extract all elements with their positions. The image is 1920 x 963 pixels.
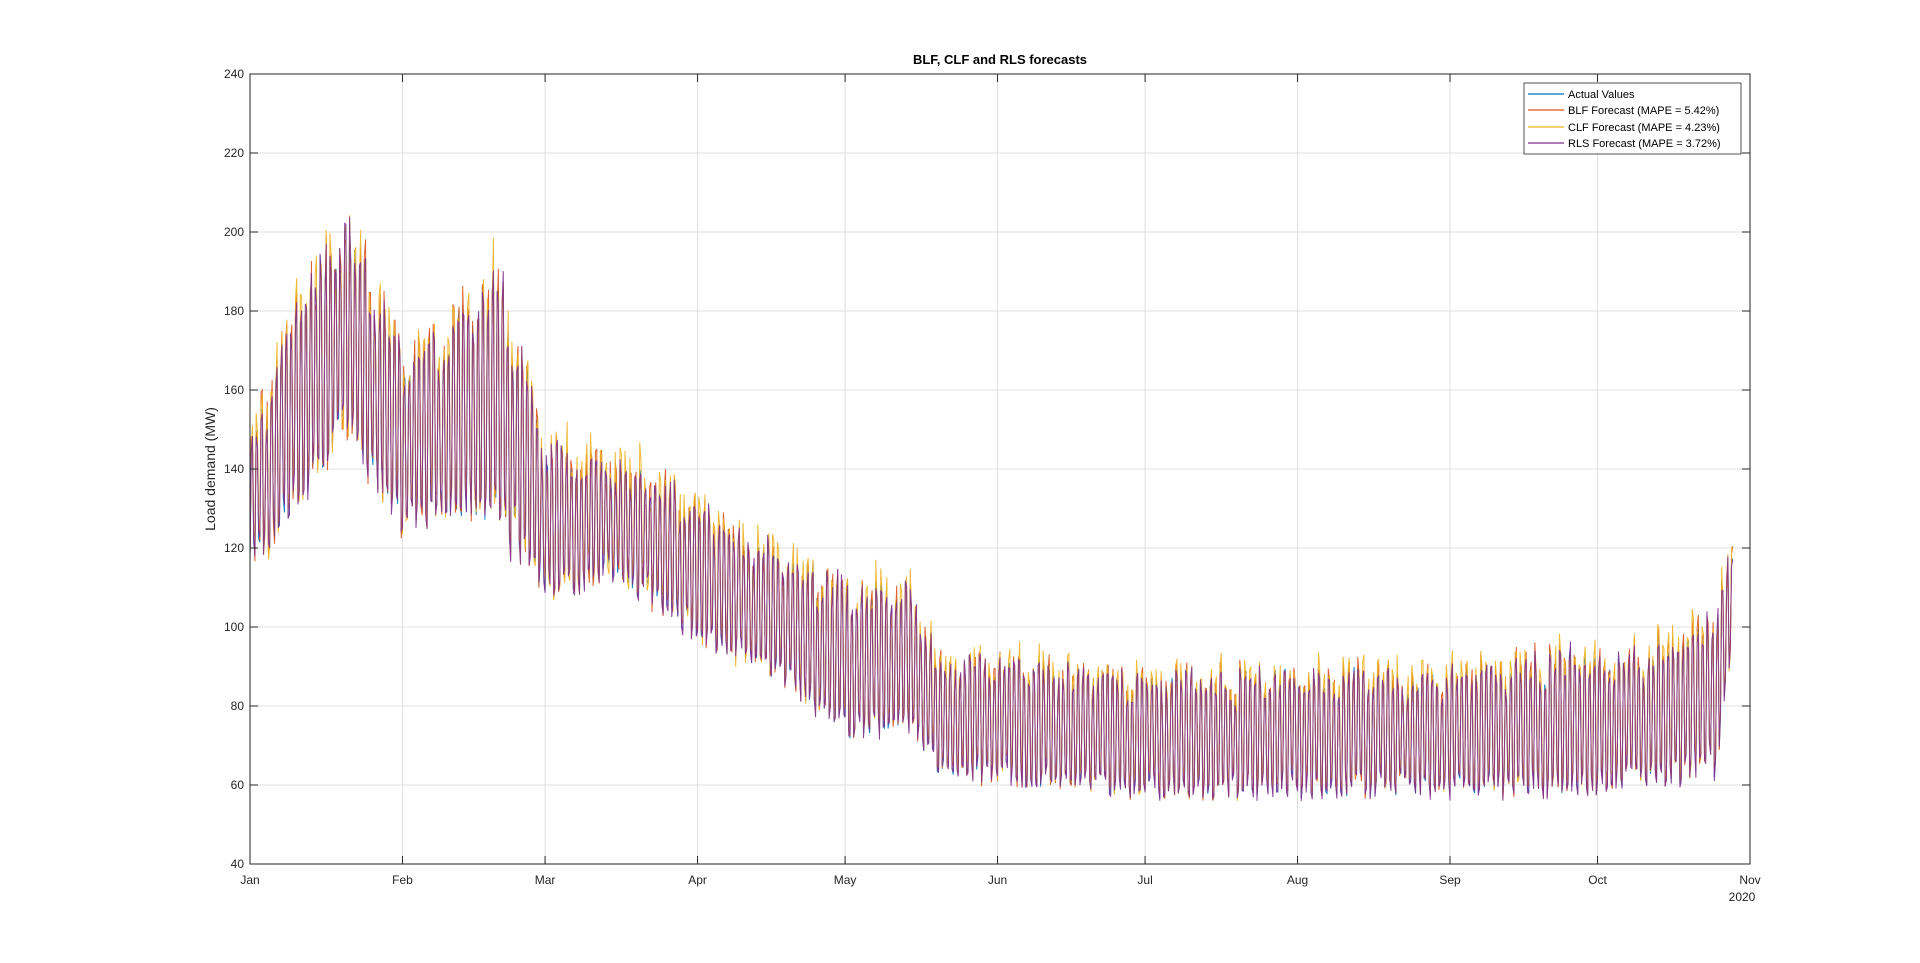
x-tick-label: Aug: [1287, 873, 1308, 887]
y-tick-label: 40: [231, 857, 245, 871]
series-line-3: [249, 216, 1734, 802]
x-tick-label: Jul: [1137, 873, 1152, 887]
chart-title: BLF, CLF and RLS forecasts: [913, 52, 1087, 67]
y-tick-label: 120: [224, 541, 244, 555]
y-axis-label: Load demand (MW): [202, 407, 218, 531]
y-tick-label: 140: [224, 462, 244, 476]
x-tick-label: Apr: [688, 873, 707, 887]
y-tick-label: 240: [224, 67, 244, 81]
x-tick-label: Nov: [1739, 873, 1760, 887]
y-tick-label: 200: [224, 225, 244, 239]
legend: Actual Values BLF Forecast (MAPE = 5.42%…: [1523, 82, 1742, 155]
legend-label-actual: Actual Values: [1568, 89, 1635, 101]
x-tick-label: May: [834, 873, 857, 887]
x-tick-label: Jan: [240, 873, 259, 887]
x-axis-year-label: 2020: [1729, 890, 1756, 904]
x-tick-label: Jun: [988, 873, 1007, 887]
y-tick-label: 100: [224, 620, 244, 634]
x-tick-label: Mar: [535, 873, 556, 887]
legend-box: [1523, 82, 1742, 155]
x-tick-label: Sep: [1439, 873, 1461, 887]
y-tick-label: 60: [231, 778, 245, 792]
x-tick-label: Oct: [1588, 873, 1607, 887]
legend-label-rls: RLS Forecast (MAPE = 3.72%): [1568, 138, 1721, 150]
y-tick-label: 80: [231, 699, 245, 713]
legend-label-clf: CLF Forecast (MAPE = 4.23%): [1568, 122, 1720, 134]
y-tick-label: 220: [224, 146, 244, 160]
axis-ticks: 40 60 80 100 120 140 160 180 200 220 240 Jan Feb Mar A…: [224, 67, 1761, 887]
legend-label-blf: BLF Forecast (MAPE = 5.42%): [1568, 105, 1719, 117]
x-tick-label: Feb: [392, 873, 413, 887]
y-tick-label: 180: [224, 304, 244, 318]
y-tick-label: 160: [224, 383, 244, 397]
series-lines: [249, 215, 1734, 802]
